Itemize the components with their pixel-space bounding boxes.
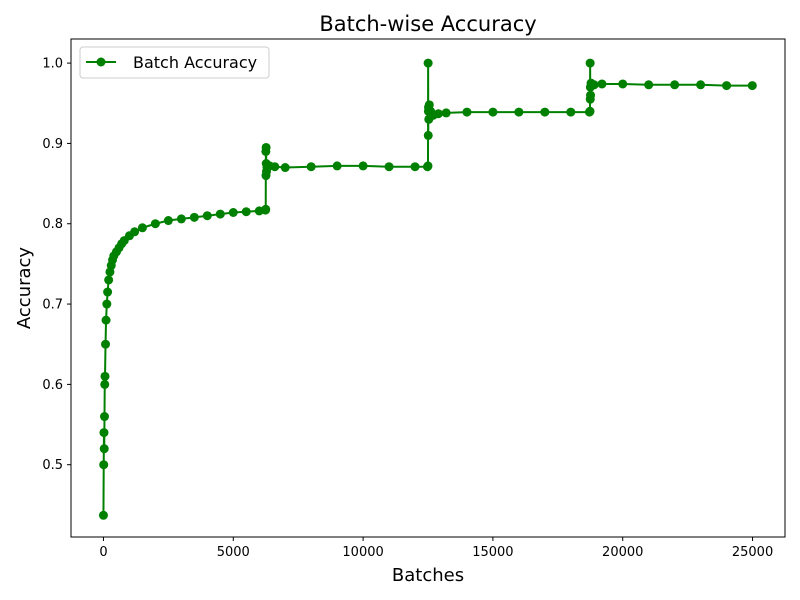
x-tick-label: 20000: [602, 545, 643, 560]
data-point: [589, 80, 599, 90]
y-axis-label: Accuracy: [14, 247, 35, 330]
data-point: [441, 108, 451, 118]
x-tick-label: 25000: [732, 545, 773, 560]
data-point: [618, 79, 628, 89]
data-point: [433, 109, 443, 119]
data-point: [585, 106, 595, 116]
data-point: [696, 80, 706, 90]
data-point: [202, 211, 212, 221]
y-tick-label: 0.7: [42, 298, 63, 313]
data-point: [228, 208, 238, 217]
chart-title: Batch-wise Accuracy: [319, 12, 536, 36]
data-point: [644, 80, 654, 90]
x-axis-label: Batches: [392, 565, 464, 586]
data-point: [423, 58, 433, 68]
axes-layer: 0 5000 10000 15000 20000 25000 0.5 0.6 0.7 0.8 0.9…: [42, 57, 773, 560]
data-point: [261, 142, 271, 152]
data-point: [102, 299, 112, 309]
data-point: [540, 107, 550, 117]
data-point: [130, 227, 140, 237]
y-tick-label: 0.9: [42, 137, 63, 152]
data-point: [597, 79, 607, 89]
data-point: [104, 275, 114, 285]
data-point: [101, 339, 111, 349]
data-point: [215, 209, 225, 219]
data-point: [103, 287, 113, 297]
data-point: [585, 58, 595, 68]
data-point: [99, 460, 109, 470]
data-point: [384, 162, 394, 172]
data-point: [410, 162, 420, 172]
data-point: [261, 204, 271, 214]
data-point: [137, 223, 147, 233]
x-tick-label: 0: [99, 545, 107, 560]
series-layer: [98, 58, 757, 520]
y-tick-label: 0.5: [42, 458, 63, 473]
y-tick-label: 0.6: [42, 378, 63, 393]
data-point: [176, 214, 186, 224]
y-tick-label: 1.0: [42, 57, 63, 72]
data-point: [332, 161, 342, 171]
data-point: [722, 81, 732, 91]
data-point: [270, 162, 280, 172]
data-point: [241, 207, 251, 217]
data-point: [747, 81, 757, 91]
data-point: [280, 163, 290, 173]
x-tick-label: 5000: [217, 545, 250, 560]
data-point: [670, 80, 680, 90]
x-tick-label: 10000: [342, 545, 383, 560]
data-point: [462, 107, 472, 117]
data-point: [99, 412, 109, 422]
data-point: [514, 107, 524, 117]
data-point: [358, 161, 368, 171]
data-point: [98, 510, 108, 520]
data-point: [100, 371, 110, 381]
data-point: [189, 212, 199, 222]
legend: Batch Accuracy: [79, 46, 270, 79]
legend-marker: [96, 57, 106, 67]
data-point: [423, 161, 433, 171]
data-point: [101, 315, 111, 325]
data-point: [99, 444, 109, 454]
y-tick-label: 0.8: [42, 217, 63, 232]
data-point: [488, 107, 498, 117]
legend-label: Batch Accuracy: [133, 53, 257, 72]
data-point: [163, 216, 173, 226]
data-point: [99, 428, 109, 438]
data-point: [100, 379, 110, 389]
data-point: [566, 107, 576, 117]
data-point: [306, 162, 316, 172]
data-point: [150, 219, 160, 229]
data-point: [423, 130, 433, 140]
x-tick-label: 15000: [472, 545, 513, 560]
plot-frame: [70, 38, 786, 538]
legend-box: [79, 46, 270, 79]
data-point: [586, 90, 596, 100]
